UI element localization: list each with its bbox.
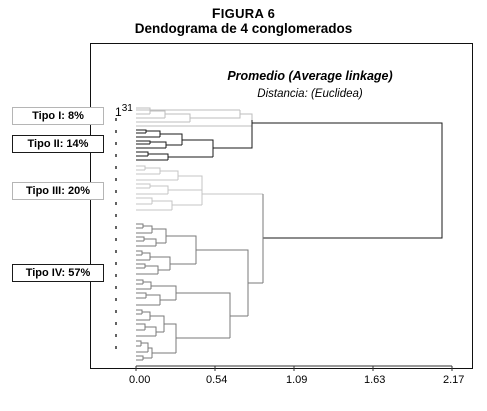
figure-number-rest: IGURA 6: [220, 6, 276, 21]
x-tick-label-2: 1.09: [286, 374, 308, 386]
x-axis: [135, 365, 453, 371]
side-number-sup: 31: [121, 103, 133, 114]
cluster-label-tipo-iii: Tipo III: 20%: [12, 182, 104, 200]
cluster-label-tipo-i: Tipo I: 8%: [12, 107, 104, 125]
figure-title: Dendograma de 4 conglomerados: [134, 21, 353, 36]
x-tick-label-3: 1.63: [364, 374, 386, 386]
figure-number: FIGURA 6: [0, 5, 487, 21]
cluster-label-tipo-iv: Tipo IV: 57%: [12, 264, 104, 282]
x-tick-label-0: 0.00: [129, 374, 151, 386]
dendrogram-branches-tipo-iv: [136, 194, 264, 361]
linkage-method-label: Promedio (Average linkage): [227, 69, 393, 83]
dendrogram-frame: [90, 43, 473, 369]
dendrogram-branches-tipo-i: [136, 107, 253, 127]
dendrogram-branches-tipo-iii: [136, 165, 263, 211]
cluster-label-tipo-ii: Tipo II: 14%: [12, 135, 104, 153]
dendrogram-branches-tipo-ii: [136, 120, 443, 239]
x-tick-label-4: 2.17: [443, 374, 465, 386]
side-number-label: 131: [115, 103, 133, 119]
distance-metric-label: Distancia: (Euclidea): [257, 88, 363, 100]
figure-number-initial: F: [211, 5, 221, 21]
x-tick-label-1: 0.54: [206, 374, 228, 386]
